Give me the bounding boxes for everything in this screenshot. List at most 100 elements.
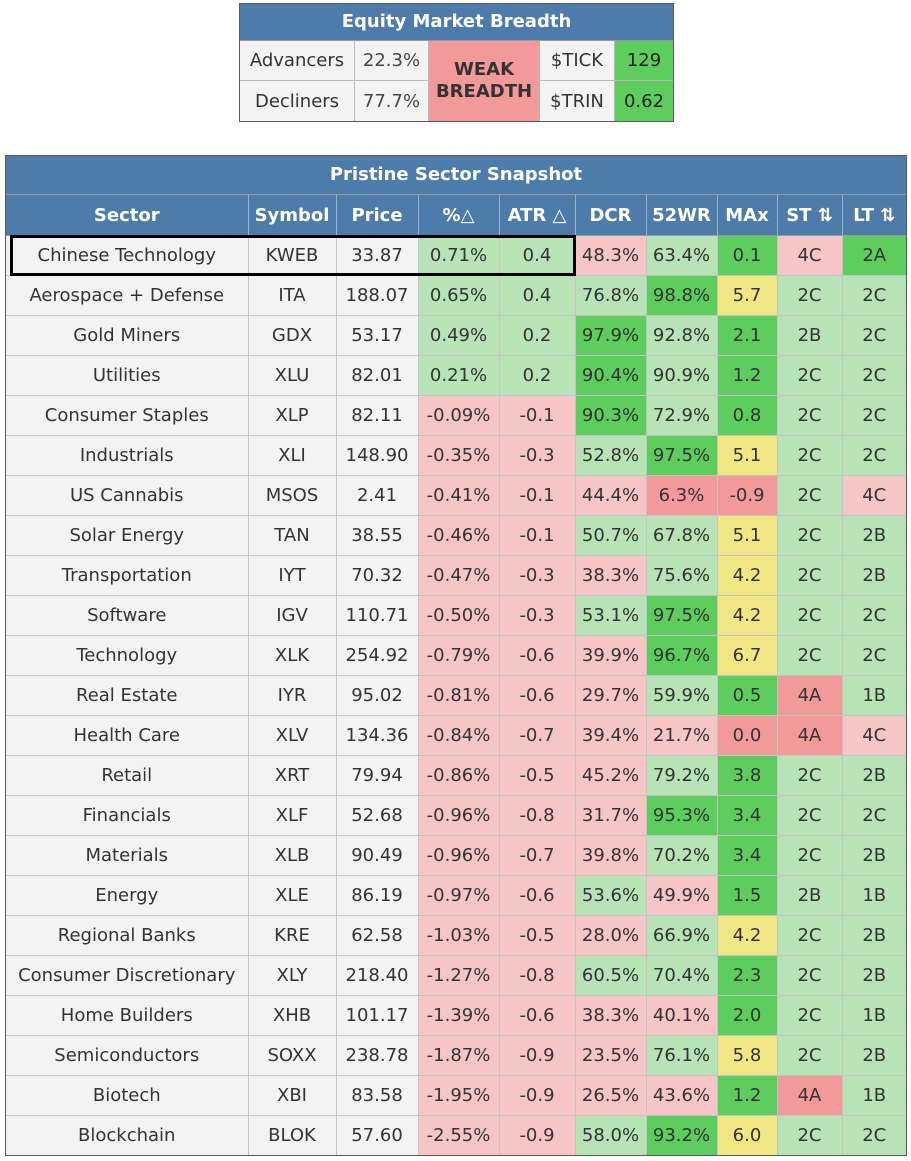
max-cell: 4.2 xyxy=(717,595,778,636)
pct-change-cell: -1.27% xyxy=(418,955,500,996)
table-row[interactable]: Materials XLB 90.49 -0.96% -0.7 39.8% 70.2% 3.4… xyxy=(6,835,906,876)
price-cell: 83.58 xyxy=(336,1075,419,1116)
price-cell: 33.87 xyxy=(336,235,419,276)
symbol-cell: TAN xyxy=(248,515,337,556)
lt-cell: 1B xyxy=(842,875,906,916)
table-row[interactable]: Consumer Staples XLP 82.11 -0.09% -0.1 90.3% 7… xyxy=(6,395,906,436)
symbol-cell: XLY xyxy=(248,955,337,996)
pct-change-cell: 0.71% xyxy=(418,235,500,276)
sector-cell: Financials xyxy=(6,795,249,836)
column-header-dcr[interactable]: DCR xyxy=(575,195,647,236)
sector-snapshot-panel: Pristine Sector Snapshot Sector Symbol Pri… xyxy=(5,155,907,1156)
price-cell: 90.49 xyxy=(336,835,419,876)
symbol-cell: XLE xyxy=(248,875,337,916)
price-cell: 86.19 xyxy=(336,875,419,916)
column-header-sector[interactable]: Sector xyxy=(6,195,249,236)
pct-change-cell: -0.79% xyxy=(418,635,500,676)
atr-change-cell: -0.7 xyxy=(499,715,576,756)
lt-cell: 2C xyxy=(842,355,906,396)
table-row[interactable]: Chinese Technology KWEB 33.87 0.71% 0.4 48.3%… xyxy=(6,235,906,276)
table-row[interactable]: Gold Miners GDX 53.17 0.49% 0.2 97.9% 92.8% 2.1… xyxy=(6,315,906,356)
column-header-symbol[interactable]: Symbol xyxy=(248,195,337,236)
lt-cell: 2C xyxy=(842,795,906,836)
column-header-max[interactable]: MAx xyxy=(717,195,778,236)
price-cell: 254.92 xyxy=(336,635,419,676)
table-row[interactable]: Blockchain BLOK 57.60 -2.55% -0.9 58.0% 93.2% 6… xyxy=(6,1115,906,1155)
lt-cell: 2C xyxy=(842,275,906,316)
advancers-value: 22.3% xyxy=(355,41,429,81)
table-row[interactable]: Technology XLK 254.92 -0.79% -0.6 39.9% 96.7% 6… xyxy=(6,635,906,676)
table-row[interactable]: Health Care XLV 134.36 -0.84% -0.7 39.4% 21.7%… xyxy=(6,715,906,756)
table-row[interactable]: Utilities XLU 82.01 0.21% 0.2 90.4% 90.9% 1.2 2C… xyxy=(6,355,906,396)
price-cell: 95.02 xyxy=(336,675,419,716)
table-row[interactable]: Software IGV 110.71 -0.50% -0.3 53.1% 97.5% 4.2… xyxy=(6,595,906,636)
52wr-cell: 70.2% xyxy=(646,835,718,876)
table-row[interactable]: Biotech XBI 83.58 -1.95% -0.9 26.5% 43.6% 1.2 4A… xyxy=(6,1075,906,1116)
52wr-cell: 97.5% xyxy=(646,595,718,636)
pct-change-cell: -0.09% xyxy=(418,395,500,436)
price-cell: 57.60 xyxy=(336,1115,419,1155)
price-cell: 53.17 xyxy=(336,315,419,356)
max-cell: -0.9 xyxy=(717,475,778,516)
max-cell: 0.1 xyxy=(717,235,778,276)
column-header-pct-change[interactable]: %△ xyxy=(418,195,500,236)
lt-cell: 2B xyxy=(842,1035,906,1076)
price-cell: 188.07 xyxy=(336,275,419,316)
dcr-cell: 31.7% xyxy=(575,795,647,836)
price-cell: 52.68 xyxy=(336,795,419,836)
pct-change-cell: -0.35% xyxy=(418,435,500,476)
52wr-cell: 75.6% xyxy=(646,555,718,596)
dcr-cell: 23.5% xyxy=(575,1035,647,1076)
column-header-52wr[interactable]: 52WR xyxy=(646,195,718,236)
sector-cell: Real Estate xyxy=(6,675,249,716)
table-row[interactable]: Real Estate IYR 95.02 -0.81% -0.6 29.7% 59.9% 0… xyxy=(6,675,906,716)
column-header-lt[interactable]: LT ⇅ xyxy=(842,195,906,236)
symbol-cell: GDX xyxy=(248,315,337,356)
dcr-cell: 29.7% xyxy=(575,675,647,716)
dcr-cell: 60.5% xyxy=(575,955,647,996)
lt-cell: 1B xyxy=(842,1075,906,1116)
st-cell: 4A xyxy=(777,715,843,756)
52wr-cell: 40.1% xyxy=(646,995,718,1036)
table-row[interactable]: Aerospace + Defense ITA 188.07 0.65% 0.4 76.8… xyxy=(6,275,906,316)
lt-cell: 2B xyxy=(842,555,906,596)
symbol-cell: XLB xyxy=(248,835,337,876)
price-cell: 238.78 xyxy=(336,1035,419,1076)
column-header-price[interactable]: Price xyxy=(336,195,419,236)
tick-label: $TICK xyxy=(540,41,615,81)
atr-change-cell: -0.6 xyxy=(499,675,576,716)
st-cell: 2C xyxy=(777,995,843,1036)
dcr-cell: 53.1% xyxy=(575,595,647,636)
column-header-atr-change[interactable]: ATR △ xyxy=(499,195,576,236)
pct-change-cell: -1.87% xyxy=(418,1035,500,1076)
table-row[interactable]: Solar Energy TAN 38.55 -0.46% -0.1 50.7% 67.8%… xyxy=(6,515,906,556)
st-cell: 2B xyxy=(777,315,843,356)
price-cell: 70.32 xyxy=(336,555,419,596)
table-row[interactable]: Transportation IYT 70.32 -0.47% -0.3 38.3% 75.… xyxy=(6,555,906,596)
atr-change-cell: -0.1 xyxy=(499,475,576,516)
symbol-cell: IGV xyxy=(248,595,337,636)
table-row[interactable]: Industrials XLI 148.90 -0.35% -0.3 52.8% 97.5%… xyxy=(6,435,906,476)
breadth-title: Equity Market Breadth xyxy=(240,4,673,41)
table-row[interactable]: US Cannabis MSOS 2.41 -0.41% -0.1 44.4% 6.3% -0… xyxy=(6,475,906,516)
symbol-cell: XHB xyxy=(248,995,337,1036)
pct-change-cell: -0.84% xyxy=(418,715,500,756)
st-cell: 2C xyxy=(777,555,843,596)
table-row[interactable]: Home Builders XHB 101.17 -1.39% -0.6 38.3% 40.… xyxy=(6,995,906,1036)
max-cell: 4.2 xyxy=(717,915,778,956)
table-row[interactable]: Regional Banks KRE 62.58 -1.03% -0.5 28.0% 66.… xyxy=(6,915,906,956)
column-header-st[interactable]: ST ⇅ xyxy=(777,195,843,236)
pct-change-cell: -1.95% xyxy=(418,1075,500,1116)
pct-change-cell: 0.65% xyxy=(418,275,500,316)
table-row[interactable]: Energy XLE 86.19 -0.97% -0.6 53.6% 49.9% 1.5 2B 1… xyxy=(6,875,906,916)
52wr-cell: 93.2% xyxy=(646,1115,718,1155)
52wr-cell: 67.8% xyxy=(646,515,718,556)
sector-cell: Home Builders xyxy=(6,995,249,1036)
table-row[interactable]: Consumer Discretionary XLY 218.40 -1.27% -0.… xyxy=(6,955,906,996)
table-row[interactable]: Retail XRT 79.94 -0.86% -0.5 45.2% 79.2% 3.8 2C 2… xyxy=(6,755,906,796)
atr-change-cell: -0.5 xyxy=(499,755,576,796)
table-row[interactable]: Financials XLF 52.68 -0.96% -0.8 31.7% 95.3% 3.… xyxy=(6,795,906,836)
52wr-cell: 66.9% xyxy=(646,915,718,956)
table-row[interactable]: Semiconductors SOXX 238.78 -1.87% -0.9 23.5% 7… xyxy=(6,1035,906,1076)
st-cell: 2C xyxy=(777,475,843,516)
